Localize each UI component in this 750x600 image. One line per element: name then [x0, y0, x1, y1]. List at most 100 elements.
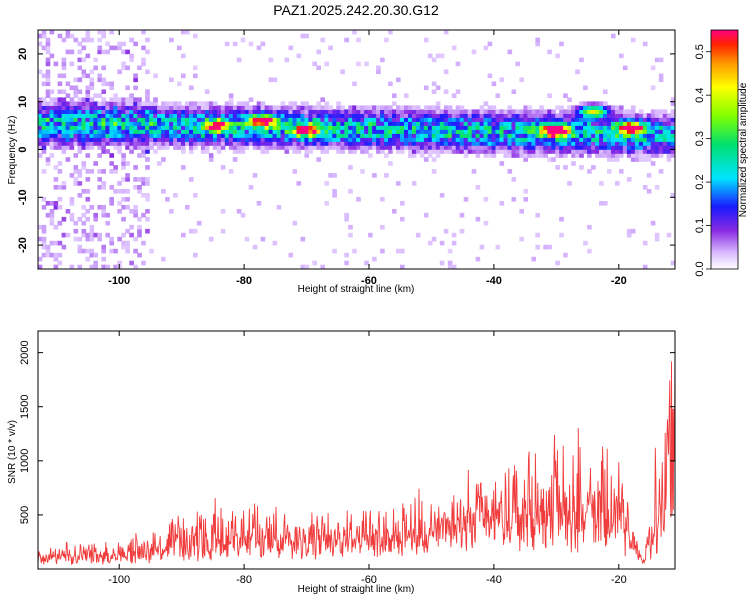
heatmap-cell: [45, 77, 51, 83]
heatmap-cell: [364, 105, 369, 110]
heatmap-cell: [280, 117, 286, 122]
heatmap-cell: [607, 129, 612, 134]
heatmap-cell: [380, 113, 385, 118]
heatmap-cell: [519, 117, 524, 122]
heatmap-cell: [181, 149, 186, 154]
heatmap-cell: [153, 125, 158, 130]
heatmap-cell: [85, 53, 91, 59]
heatmap-cell: [304, 149, 309, 154]
heatmap-cell: [57, 133, 63, 138]
heatmap-cell: [101, 137, 106, 142]
heatmap-cell: [611, 113, 616, 118]
heatmap-cell: [208, 125, 214, 130]
heatmap-cell: [455, 149, 461, 154]
heatmap-cell: [423, 141, 429, 146]
heatmap-cell: [666, 232, 672, 238]
colorbar-tick-label: 0.2: [694, 174, 706, 189]
heatmap-cell: [89, 133, 95, 138]
heatmap-cell: [137, 105, 142, 110]
heatmap-cell: [670, 109, 675, 114]
heatmap-cell: [141, 149, 146, 154]
heatmap-cell: [240, 141, 246, 146]
heatmap-cell: [547, 121, 552, 126]
heatmap-cell: [670, 121, 675, 126]
heatmap-cell: [81, 105, 87, 110]
heatmap-cell: [129, 121, 134, 126]
heatmap-cell: [400, 113, 405, 118]
heatmap-cell: [73, 105, 79, 110]
heatmap-cell: [634, 133, 640, 138]
heatmap-cell: [304, 109, 309, 114]
heatmap-cell: [125, 113, 130, 118]
heatmap-cell: [575, 69, 580, 75]
heatmap-cell: [61, 37, 67, 43]
heatmap-cell: [101, 121, 106, 126]
heatmap-cell: [53, 113, 59, 118]
heatmap-cell: [65, 93, 71, 98]
heatmap-cell: [459, 113, 465, 118]
heatmap-cell: [288, 45, 294, 51]
heatmap-cell: [431, 89, 437, 94]
heatmap-cell: [41, 30, 47, 35]
heatmap-cell: [356, 113, 361, 118]
heatmap-cell: [587, 224, 592, 230]
heatmap-cell: [575, 145, 580, 150]
heatmap-cell: [93, 105, 98, 110]
heatmap-cell: [411, 121, 417, 126]
heatmap-cell: [117, 129, 122, 134]
heatmap-cell: [408, 109, 413, 114]
heatmap-cell: [101, 77, 106, 83]
heatmap-cell: [240, 145, 246, 150]
heatmap-cell: [531, 137, 536, 142]
heatmap-cell: [216, 141, 222, 146]
heatmap-cell: [69, 61, 75, 67]
heatmap-cell: [336, 141, 341, 146]
heatmap-cell: [344, 137, 349, 142]
heatmap-cell: [97, 45, 102, 51]
heatmap-cell: [380, 57, 385, 63]
heatmap-cell: [459, 121, 465, 126]
heatmap-cell: [435, 101, 441, 106]
heatmap-cell: [427, 125, 433, 130]
heatmap-cell: [81, 113, 87, 118]
heatmap-cell: [77, 113, 83, 118]
heatmap-cell: [320, 129, 325, 134]
heatmap-cell: [384, 145, 389, 150]
heatmap-cell: [447, 133, 453, 138]
heatmap-cell: [97, 137, 102, 142]
heatmap-cell: [547, 129, 552, 134]
heatmap-cell: [423, 113, 429, 118]
heatmap-cell: [563, 145, 568, 150]
heatmap-cell: [630, 121, 636, 126]
heatmap-cell: [368, 133, 373, 138]
heatmap-cell: [388, 161, 393, 166]
heatmap-cell: [483, 109, 489, 114]
heatmap-cell: [650, 133, 656, 138]
heatmap-cell: [137, 153, 142, 158]
heatmap-cell: [236, 113, 242, 118]
heatmap-cell: [89, 125, 95, 130]
heatmap-cell: [587, 149, 592, 154]
heatmap-cell: [312, 141, 317, 146]
heatmap-cell: [392, 137, 397, 142]
heatmap-cell: [467, 121, 473, 126]
heatmap-cell: [555, 113, 560, 118]
colorbar-tick-label: 0.1: [694, 218, 706, 233]
heatmap-cell: [479, 117, 485, 122]
heatmap-cell: [264, 125, 270, 130]
heatmap-cell: [340, 149, 345, 154]
heatmap-cell: [583, 145, 588, 150]
heatmap-cell: [419, 125, 425, 130]
heatmap-cell: [439, 193, 445, 198]
heatmap-cell: [97, 105, 102, 110]
heatmap-cell: [491, 153, 497, 158]
heatmap-cell: [419, 149, 425, 154]
heatmap-cell: [109, 97, 114, 102]
heatmap-cell: [69, 49, 75, 55]
heatmap-cell: [308, 137, 313, 142]
heatmap-cell: [630, 129, 636, 134]
heatmap-cell: [654, 153, 660, 158]
heatmap-cell: [220, 125, 226, 130]
heatmap-cell: [583, 240, 588, 246]
heatmap-cell: [181, 125, 186, 130]
